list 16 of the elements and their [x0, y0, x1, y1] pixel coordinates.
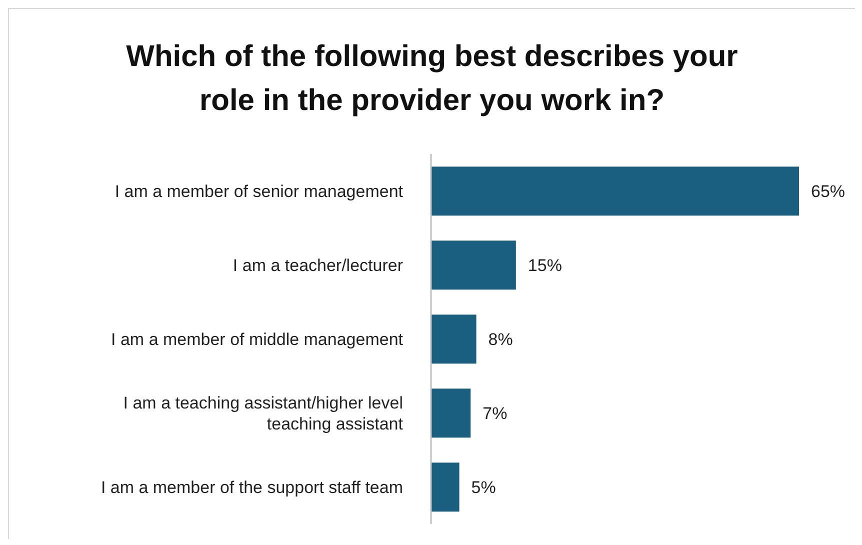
bar — [431, 314, 476, 364]
y-tick-label: I am a member of the support staff team — [100, 478, 403, 496]
data-label: 65% — [811, 182, 846, 202]
data-label: 5% — [471, 478, 496, 498]
bar — [431, 462, 460, 512]
data-label: 8% — [488, 330, 513, 350]
y-tick-label: I am a teacher/lecturer — [232, 256, 404, 274]
y-tick-label: I am a member of middle management — [111, 330, 404, 348]
y-tick-label: I am a teaching assistant/higher level teaching assistant — [123, 393, 404, 433]
data-label: 15% — [528, 256, 562, 276]
bar — [431, 388, 471, 438]
y-tick-label: I am a member of senior management — [114, 182, 404, 200]
bar — [431, 166, 799, 216]
bar — [431, 240, 516, 290]
chart-title: Which of the following best describes your role in the provider you work in? — [125, 39, 739, 119]
data-label: 7% — [482, 404, 508, 424]
